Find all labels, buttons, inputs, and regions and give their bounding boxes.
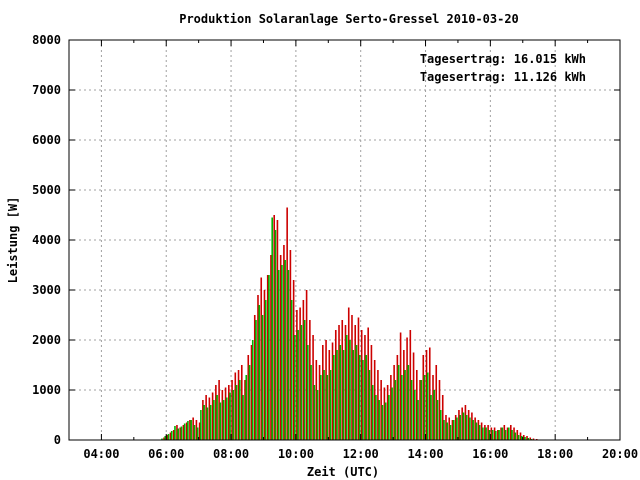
x-tick-label: 08:00	[213, 447, 249, 461]
y-tick-label: 7000	[32, 83, 61, 97]
y-tick-label: 3000	[32, 283, 61, 297]
x-tick-label: 12:00	[343, 447, 379, 461]
y-tick-label: 1000	[32, 383, 61, 397]
y-axis-label: Leistung [W]	[6, 197, 20, 284]
annotation-tagesertrag-green: Tagesertrag: 11.126 kWh	[420, 70, 586, 84]
chart-title: Produktion Solaranlage Serto-Gressel 201…	[179, 12, 519, 26]
x-tick-label: 04:00	[83, 447, 119, 461]
plot-frame	[68, 39, 621, 441]
y-tick-label: 8000	[32, 33, 61, 47]
x-tick-label: 10:00	[278, 447, 314, 461]
y-tick-label: 4000	[32, 233, 61, 247]
annotation-tagesertrag-red: Tagesertrag: 16.015 kWh	[420, 52, 586, 66]
y-tick-label: 0	[54, 433, 61, 447]
x-axis-label: Zeit (UTC)	[307, 465, 379, 479]
grid-lines	[69, 40, 620, 440]
x-tick-label: 14:00	[407, 447, 443, 461]
x-tick-label: 06:00	[148, 447, 184, 461]
x-tick-label: 18:00	[537, 447, 573, 461]
y-tick-label: 5000	[32, 183, 61, 197]
bars	[161, 207, 541, 440]
axes: 0 1000 2000 3000 4000 5000 6000 7000 8000 04:00 06…	[32, 33, 638, 461]
x-tick-label: 20:00	[602, 447, 638, 461]
y-tick-label: 2000	[32, 333, 61, 347]
x-tick-label: 16:00	[472, 447, 508, 461]
y-tick-label: 6000	[32, 133, 61, 147]
